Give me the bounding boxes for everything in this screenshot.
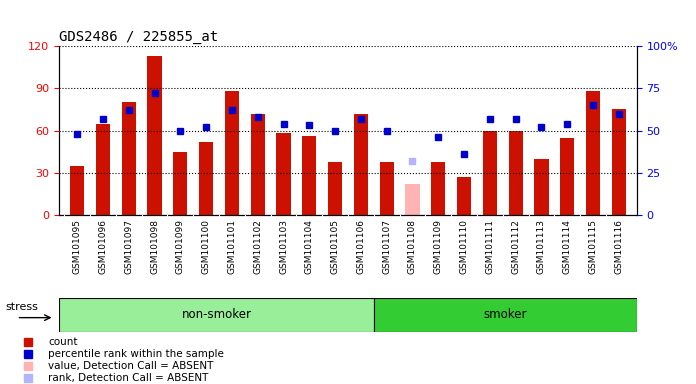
Text: GSM101102: GSM101102 [253, 219, 262, 274]
Text: smoker: smoker [484, 308, 528, 321]
Text: GSM101110: GSM101110 [459, 219, 468, 274]
Text: GSM101114: GSM101114 [562, 219, 571, 274]
Text: GSM101116: GSM101116 [615, 219, 624, 274]
Text: GSM101101: GSM101101 [228, 219, 237, 274]
Bar [374, 298, 637, 332]
Bar [457, 177, 471, 215]
Bar [379, 162, 394, 215]
Bar [354, 114, 368, 215]
Bar [560, 137, 574, 215]
Bar [328, 162, 342, 215]
Text: count: count [48, 337, 77, 347]
Bar [483, 131, 497, 215]
Text: GSM101109: GSM101109 [434, 219, 443, 274]
Bar [251, 114, 265, 215]
Text: GSM101111: GSM101111 [485, 219, 494, 274]
Bar [225, 91, 239, 215]
Bar [173, 152, 187, 215]
Text: GSM101095: GSM101095 [72, 219, 81, 274]
Text: GSM101108: GSM101108 [408, 219, 417, 274]
Bar [586, 91, 600, 215]
Text: GSM101098: GSM101098 [150, 219, 159, 274]
Text: value, Detection Call = ABSENT: value, Detection Call = ABSENT [48, 361, 213, 371]
Text: GSM101113: GSM101113 [537, 219, 546, 274]
Bar [405, 184, 420, 215]
Bar [612, 109, 626, 215]
Text: percentile rank within the sample: percentile rank within the sample [48, 349, 223, 359]
Bar [509, 131, 523, 215]
Text: GSM101107: GSM101107 [382, 219, 391, 274]
Text: GSM101105: GSM101105 [331, 219, 340, 274]
Bar [199, 142, 213, 215]
Text: GSM101115: GSM101115 [589, 219, 597, 274]
Text: GSM101103: GSM101103 [279, 219, 288, 274]
Text: GSM101104: GSM101104 [305, 219, 314, 274]
Bar [431, 162, 445, 215]
Text: rank, Detection Call = ABSENT: rank, Detection Call = ABSENT [48, 373, 208, 383]
Text: GSM101097: GSM101097 [125, 219, 134, 274]
Bar [122, 103, 136, 215]
Text: GSM101100: GSM101100 [202, 219, 211, 274]
Text: GSM101106: GSM101106 [356, 219, 365, 274]
Text: GDS2486 / 225855_at: GDS2486 / 225855_at [59, 30, 219, 44]
Text: GSM101112: GSM101112 [511, 219, 520, 274]
Bar [59, 298, 374, 332]
Text: stress: stress [6, 302, 39, 312]
Bar [70, 166, 84, 215]
Text: GSM101096: GSM101096 [99, 219, 107, 274]
Bar [96, 124, 110, 215]
Bar [148, 56, 161, 215]
Text: GSM101099: GSM101099 [176, 219, 185, 274]
Bar [535, 159, 548, 215]
Bar [276, 133, 291, 215]
Bar [302, 136, 317, 215]
Text: non-smoker: non-smoker [182, 308, 252, 321]
